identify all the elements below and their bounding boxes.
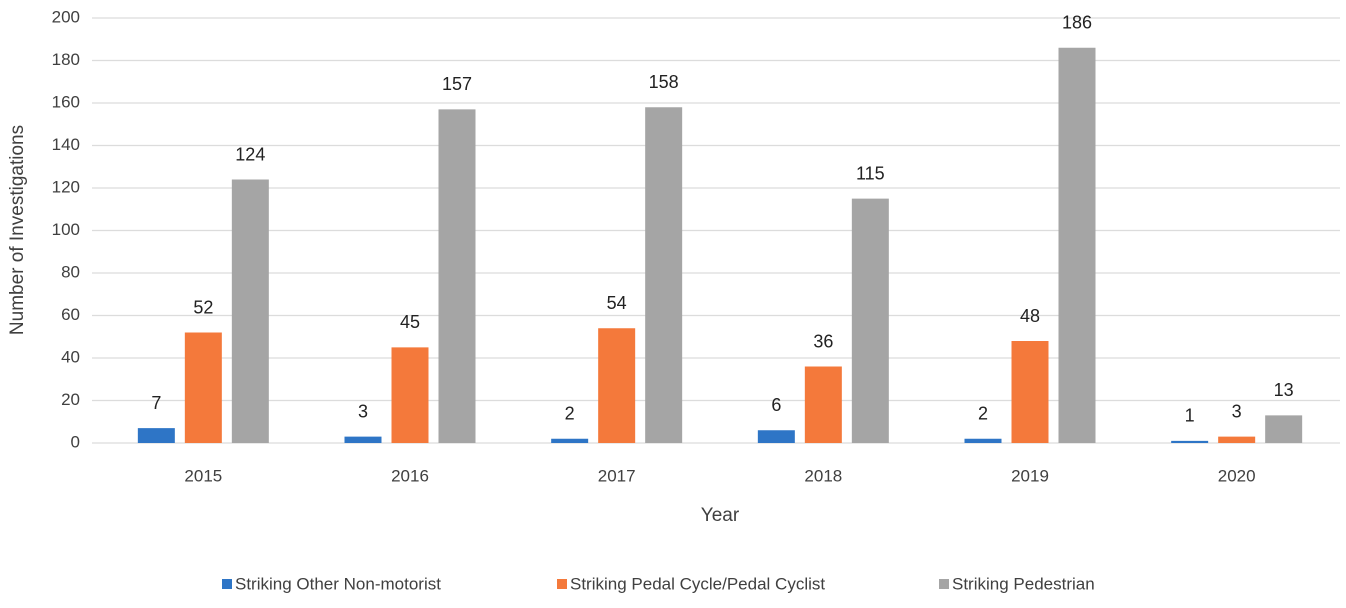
x-tick-label: 2018: [804, 466, 842, 485]
value-label: 2: [978, 404, 988, 424]
bar: [1058, 47, 1096, 443]
y-tick-label: 200: [52, 7, 80, 26]
bar: [137, 428, 175, 443]
x-tick-label: 2019: [1011, 466, 1049, 485]
x-tick-label: 2016: [391, 466, 429, 485]
bar: [1218, 436, 1256, 443]
bar: [391, 347, 429, 443]
y-tick-label: 80: [61, 262, 80, 281]
bar: [757, 430, 795, 443]
value-label: 13: [1274, 380, 1294, 400]
y-tick-label: 60: [61, 305, 80, 324]
value-label: 48: [1020, 306, 1040, 326]
y-tick-label: 140: [52, 135, 80, 154]
value-label: 124: [235, 144, 265, 164]
y-axis-title: Number of Investigations: [7, 125, 28, 335]
y-tick-label: 100: [52, 220, 80, 239]
value-label: 7: [151, 393, 161, 413]
bar: [551, 438, 589, 443]
legend-label: Striking Other Non-motorist: [235, 574, 441, 593]
legend-label: Striking Pedal Cycle/Pedal Cyclist: [570, 574, 825, 593]
y-tick-label: 120: [52, 177, 80, 196]
legend-swatch: [222, 579, 232, 589]
value-label: 158: [649, 72, 679, 92]
bar: [1011, 341, 1049, 443]
bar: [964, 438, 1002, 443]
value-label: 3: [358, 401, 368, 421]
x-tick-label: 2020: [1218, 466, 1256, 485]
bar: [344, 436, 382, 443]
value-label: 36: [813, 331, 833, 351]
x-axis-title: Year: [701, 505, 740, 526]
value-label: 2: [565, 404, 575, 424]
value-label: 1: [1185, 406, 1195, 426]
bar: [1171, 440, 1209, 443]
bar: [851, 198, 889, 443]
bar: [438, 109, 476, 443]
value-label: 54: [607, 293, 627, 313]
value-label: 157: [442, 74, 472, 94]
y-tick-label: 180: [52, 50, 80, 69]
x-tick-label: 2015: [184, 466, 222, 485]
bar: [804, 366, 842, 443]
bar: [231, 179, 269, 443]
value-label: 115: [856, 163, 885, 183]
bar: [598, 328, 636, 443]
y-tick-label: 40: [61, 347, 80, 366]
legend-swatch: [939, 579, 949, 589]
value-label: 186: [1062, 13, 1092, 33]
bar: [184, 332, 222, 443]
y-tick-label: 0: [71, 432, 80, 451]
value-label: 52: [193, 297, 213, 317]
y-tick-label: 160: [52, 92, 80, 111]
bar: [645, 107, 683, 443]
x-tick-label: 2017: [598, 466, 636, 485]
value-label: 3: [1232, 401, 1242, 421]
value-label: 6: [771, 395, 781, 415]
value-label: 45: [400, 312, 420, 332]
y-tick-label: 20: [61, 390, 80, 409]
bar: [1265, 415, 1303, 443]
legend-swatch: [557, 579, 567, 589]
legend-label: Striking Pedestrian: [952, 574, 1095, 593]
